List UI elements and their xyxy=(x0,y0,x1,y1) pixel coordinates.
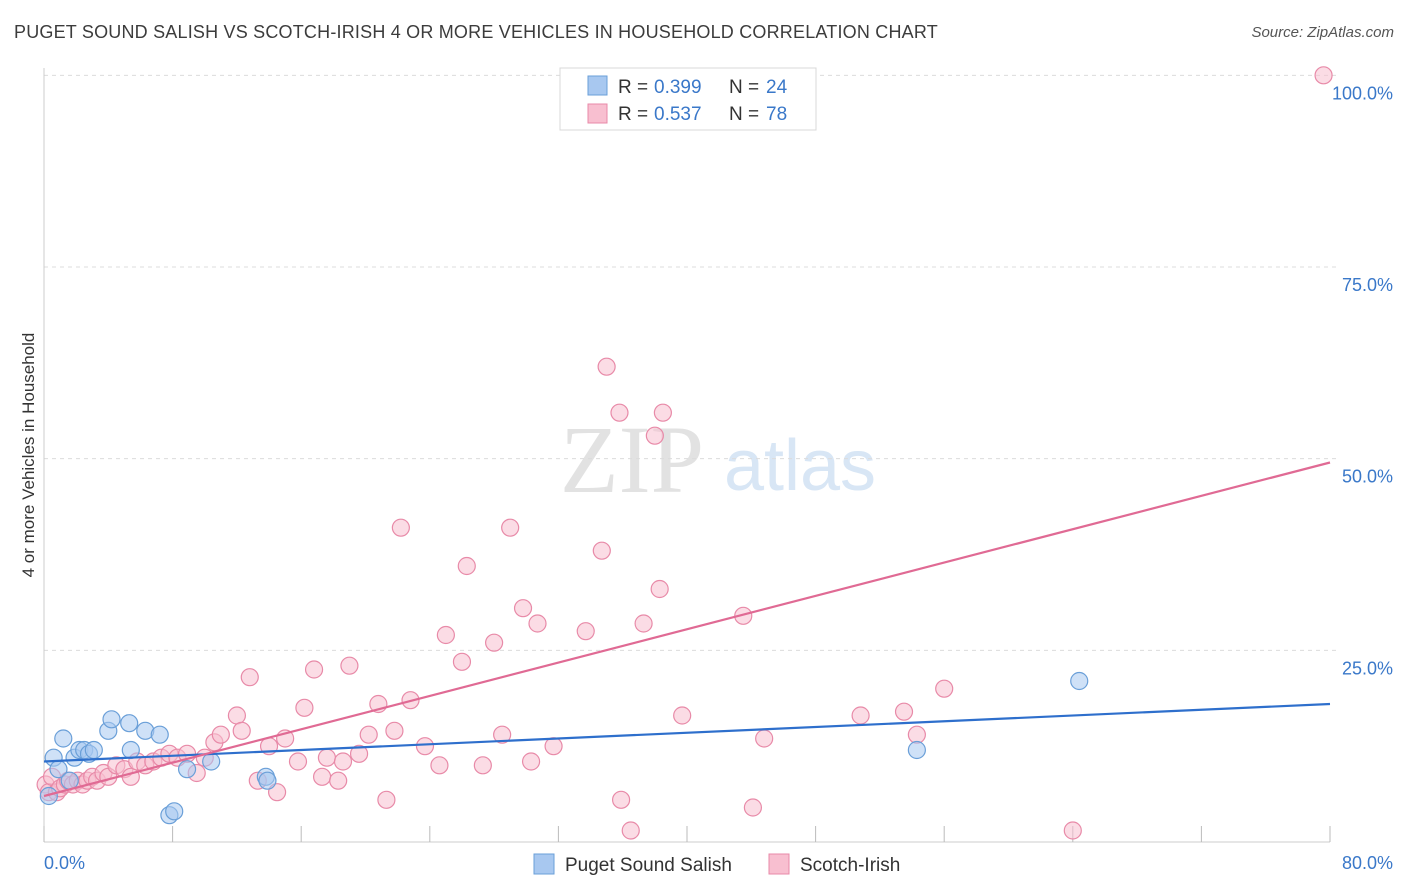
point-scotch-69 xyxy=(621,821,640,840)
point-scotch-77 xyxy=(755,729,774,748)
legend-bottom-swatch-scotch xyxy=(768,853,790,875)
point-puget-18 xyxy=(177,760,197,779)
point-scotch-68 xyxy=(611,790,631,809)
legend-bottom-label-puget: Puget Sound Salish xyxy=(565,855,732,876)
point-scotch-58 xyxy=(493,725,512,744)
point-scotch-52 xyxy=(430,756,449,775)
point-scotch-42 xyxy=(333,752,353,771)
gridlines xyxy=(44,74,1336,651)
point-scotch-39 xyxy=(312,767,332,786)
legend-bottom-swatch-puget xyxy=(533,853,555,875)
legend-swatch-scotch xyxy=(587,103,608,124)
point-puget-4 xyxy=(60,771,79,790)
y-tick-label-100: 100.0% xyxy=(1332,83,1393,103)
point-puget-21 xyxy=(258,771,277,790)
point-scotch-66 xyxy=(597,357,616,376)
y-tick-label-50: 50.0% xyxy=(1342,467,1393,487)
point-puget-22 xyxy=(1070,671,1089,691)
legend-r-value-scotch: 0.537 xyxy=(654,104,702,125)
trend-line-puget xyxy=(43,702,1331,763)
point-scotch-56 xyxy=(473,756,492,775)
point-scotch-47 xyxy=(377,790,396,809)
point-scotch-64 xyxy=(576,622,595,641)
source-credit: Source: ZipAtlas.com xyxy=(1251,24,1394,41)
legend-n-label-puget: N = xyxy=(729,77,759,98)
point-scotch-44 xyxy=(349,744,369,763)
legend-r-label-scotch: R = xyxy=(618,104,648,125)
point-scotch-63 xyxy=(544,737,563,756)
point-scotch-59 xyxy=(501,518,520,537)
point-scotch-73 xyxy=(653,403,672,422)
point-scotch-45 xyxy=(359,725,378,744)
point-scotch-53 xyxy=(436,625,455,645)
point-puget-17 xyxy=(165,802,184,821)
y-tick-label-25: 25.0% xyxy=(1342,658,1393,678)
point-puget-19 xyxy=(202,752,221,771)
point-puget-11 xyxy=(102,710,121,729)
point-scotch-49 xyxy=(391,518,410,537)
point-puget-12 xyxy=(120,714,139,733)
legend-bottom-label-scotch: Scotch-Irish xyxy=(800,855,900,876)
point-puget-13 xyxy=(121,740,140,760)
point-puget-9 xyxy=(84,740,103,760)
point-scotch-57 xyxy=(485,633,504,652)
legend-r-label-puget: R = xyxy=(618,77,648,98)
trend-lines xyxy=(43,461,1331,798)
point-scotch-79 xyxy=(894,702,914,721)
point-scotch-83 xyxy=(1314,66,1333,85)
point-scotch-54 xyxy=(452,652,472,671)
legend-n-value-scotch: 78 xyxy=(766,104,787,125)
point-puget-3 xyxy=(54,729,73,748)
watermark-atlas: atlas xyxy=(724,426,876,506)
chart-title: PUGET SOUND SALISH VS SCOTCH-IRISH 4 OR … xyxy=(14,22,938,42)
legend-top: R = 0.399 N = 24 R = 0.537 N = 78 xyxy=(559,67,817,131)
point-scotch-31 xyxy=(240,668,259,687)
y-tick-labels: 25.0% 50.0% 75.0% 100.0% xyxy=(1332,83,1393,678)
legend-n-value-puget: 24 xyxy=(766,77,788,98)
point-scotch-74 xyxy=(673,706,692,725)
point-scotch-78 xyxy=(851,706,870,725)
legend-n-label-scotch: N = xyxy=(729,104,759,125)
point-scotch-36 xyxy=(288,752,308,771)
x-tick-label-min: 0.0% xyxy=(44,853,85,873)
point-puget-15 xyxy=(150,725,169,744)
legend-swatch-puget xyxy=(587,75,608,96)
point-scotch-48 xyxy=(385,721,404,740)
point-scotch-37 xyxy=(295,698,314,717)
legend-bottom: Puget Sound Salish Scotch-Irish xyxy=(533,853,900,876)
y-axis-label: 4 or more Vehicles in Household xyxy=(19,333,38,578)
point-puget-0 xyxy=(39,786,58,806)
point-scotch-29 xyxy=(227,706,246,725)
y-tick-label-75: 75.0% xyxy=(1342,275,1393,295)
point-scotch-76 xyxy=(743,798,763,817)
point-scotch-62 xyxy=(528,614,547,633)
point-scotch-43 xyxy=(340,656,359,675)
watermark-zip: ZIP xyxy=(560,406,704,513)
point-scotch-81 xyxy=(935,679,954,698)
trend-line-scotch xyxy=(43,461,1331,798)
point-scotch-28 xyxy=(211,725,230,744)
legend-r-value-puget: 0.399 xyxy=(654,77,702,98)
point-scotch-38 xyxy=(304,660,324,679)
point-scotch-82 xyxy=(1063,821,1082,840)
point-scotch-72 xyxy=(650,579,669,599)
point-scotch-65 xyxy=(592,541,611,560)
point-scotch-61 xyxy=(521,752,541,771)
point-puget-23 xyxy=(907,740,926,760)
point-scotch-40 xyxy=(317,748,337,767)
point-scotch-55 xyxy=(457,556,476,576)
x-tick-label-max: 80.0% xyxy=(1342,853,1393,873)
point-scotch-30 xyxy=(232,721,251,740)
point-scotch-70 xyxy=(634,614,653,633)
point-scotch-67 xyxy=(610,403,629,422)
point-scotch-80 xyxy=(907,725,926,744)
point-scotch-51 xyxy=(415,737,435,756)
point-scotch-71 xyxy=(645,426,664,445)
point-scotch-60 xyxy=(513,599,533,618)
point-scotch-41 xyxy=(329,771,348,790)
